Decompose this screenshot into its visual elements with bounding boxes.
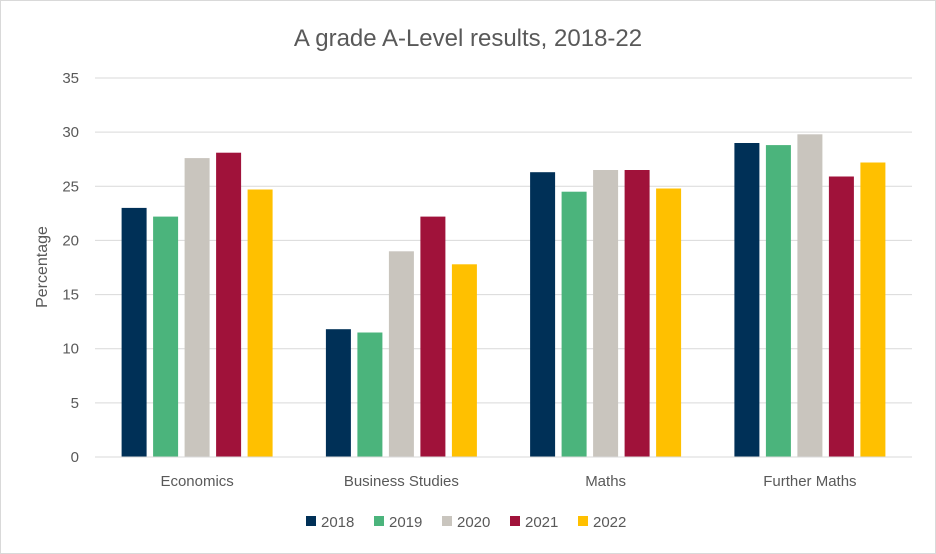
y-tick-label: 35 bbox=[62, 70, 79, 87]
category-labels: Economics Business Studies Maths Further Ma… bbox=[160, 473, 856, 490]
x-category-label: Business Studies bbox=[344, 473, 459, 490]
legend-label: 2020 bbox=[457, 514, 490, 531]
legend-label: 2022 bbox=[593, 514, 626, 531]
legend-swatch bbox=[510, 516, 520, 526]
bar-2021-economics bbox=[216, 152, 242, 457]
y-tick-label: 15 bbox=[62, 287, 79, 304]
y-tick-label: 25 bbox=[62, 178, 79, 195]
x-category-label: Further Maths bbox=[763, 473, 856, 490]
y-tick-label: 0 bbox=[71, 449, 79, 466]
bar-2020-maths bbox=[593, 170, 619, 457]
legend-item-2021: 2021 bbox=[510, 514, 558, 531]
chart-title: A grade A-Level results, 2018-22 bbox=[294, 25, 642, 52]
legend-item-2022: 2022 bbox=[578, 514, 626, 531]
legend: 2018 2019 2020 2021 2022 bbox=[306, 514, 626, 531]
x-category-label: Maths bbox=[585, 473, 626, 490]
legend-swatch bbox=[442, 516, 452, 526]
bar-2019-maths bbox=[561, 191, 587, 457]
bar-2018-economics bbox=[121, 207, 147, 457]
bar-2019-economics bbox=[153, 216, 179, 457]
bar-2020-economics bbox=[184, 158, 210, 457]
bar-2021-business-studies bbox=[420, 216, 446, 457]
bar-2021-further-maths bbox=[828, 176, 854, 457]
y-tick-label: 20 bbox=[62, 232, 79, 249]
y-tick-label: 30 bbox=[62, 124, 79, 141]
bar-2020-business-studies bbox=[388, 251, 414, 457]
legend-swatch bbox=[374, 516, 384, 526]
legend-label: 2021 bbox=[525, 514, 558, 531]
legend-swatch bbox=[578, 516, 588, 526]
bars bbox=[121, 134, 886, 458]
bar-2018-further-maths bbox=[734, 143, 760, 457]
y-axis-ticks: 0 5 10 15 20 25 30 35 bbox=[62, 70, 79, 466]
bar-2019-further-maths bbox=[765, 145, 791, 457]
bar-2022-maths bbox=[656, 188, 682, 457]
bar-2019-business-studies bbox=[357, 332, 383, 457]
legend-item-2018: 2018 bbox=[306, 514, 354, 531]
legend-item-2020: 2020 bbox=[442, 514, 490, 531]
bar-2018-maths bbox=[530, 172, 556, 457]
bar-2022-further-maths bbox=[860, 162, 886, 457]
bar-2022-business-studies bbox=[451, 264, 477, 457]
bar-2022-economics bbox=[247, 189, 273, 457]
legend-swatch bbox=[306, 516, 316, 526]
y-axis-title: Percentage bbox=[34, 226, 51, 308]
bar-2018-business-studies bbox=[325, 329, 351, 457]
x-category-label: Economics bbox=[160, 473, 233, 490]
y-tick-label: 5 bbox=[71, 395, 79, 412]
legend-label: 2019 bbox=[389, 514, 422, 531]
bar-2021-maths bbox=[624, 170, 650, 457]
bar-2020-further-maths bbox=[797, 134, 823, 458]
legend-label: 2018 bbox=[321, 514, 354, 531]
legend-item-2019: 2019 bbox=[374, 514, 422, 531]
y-tick-label: 10 bbox=[62, 341, 79, 358]
